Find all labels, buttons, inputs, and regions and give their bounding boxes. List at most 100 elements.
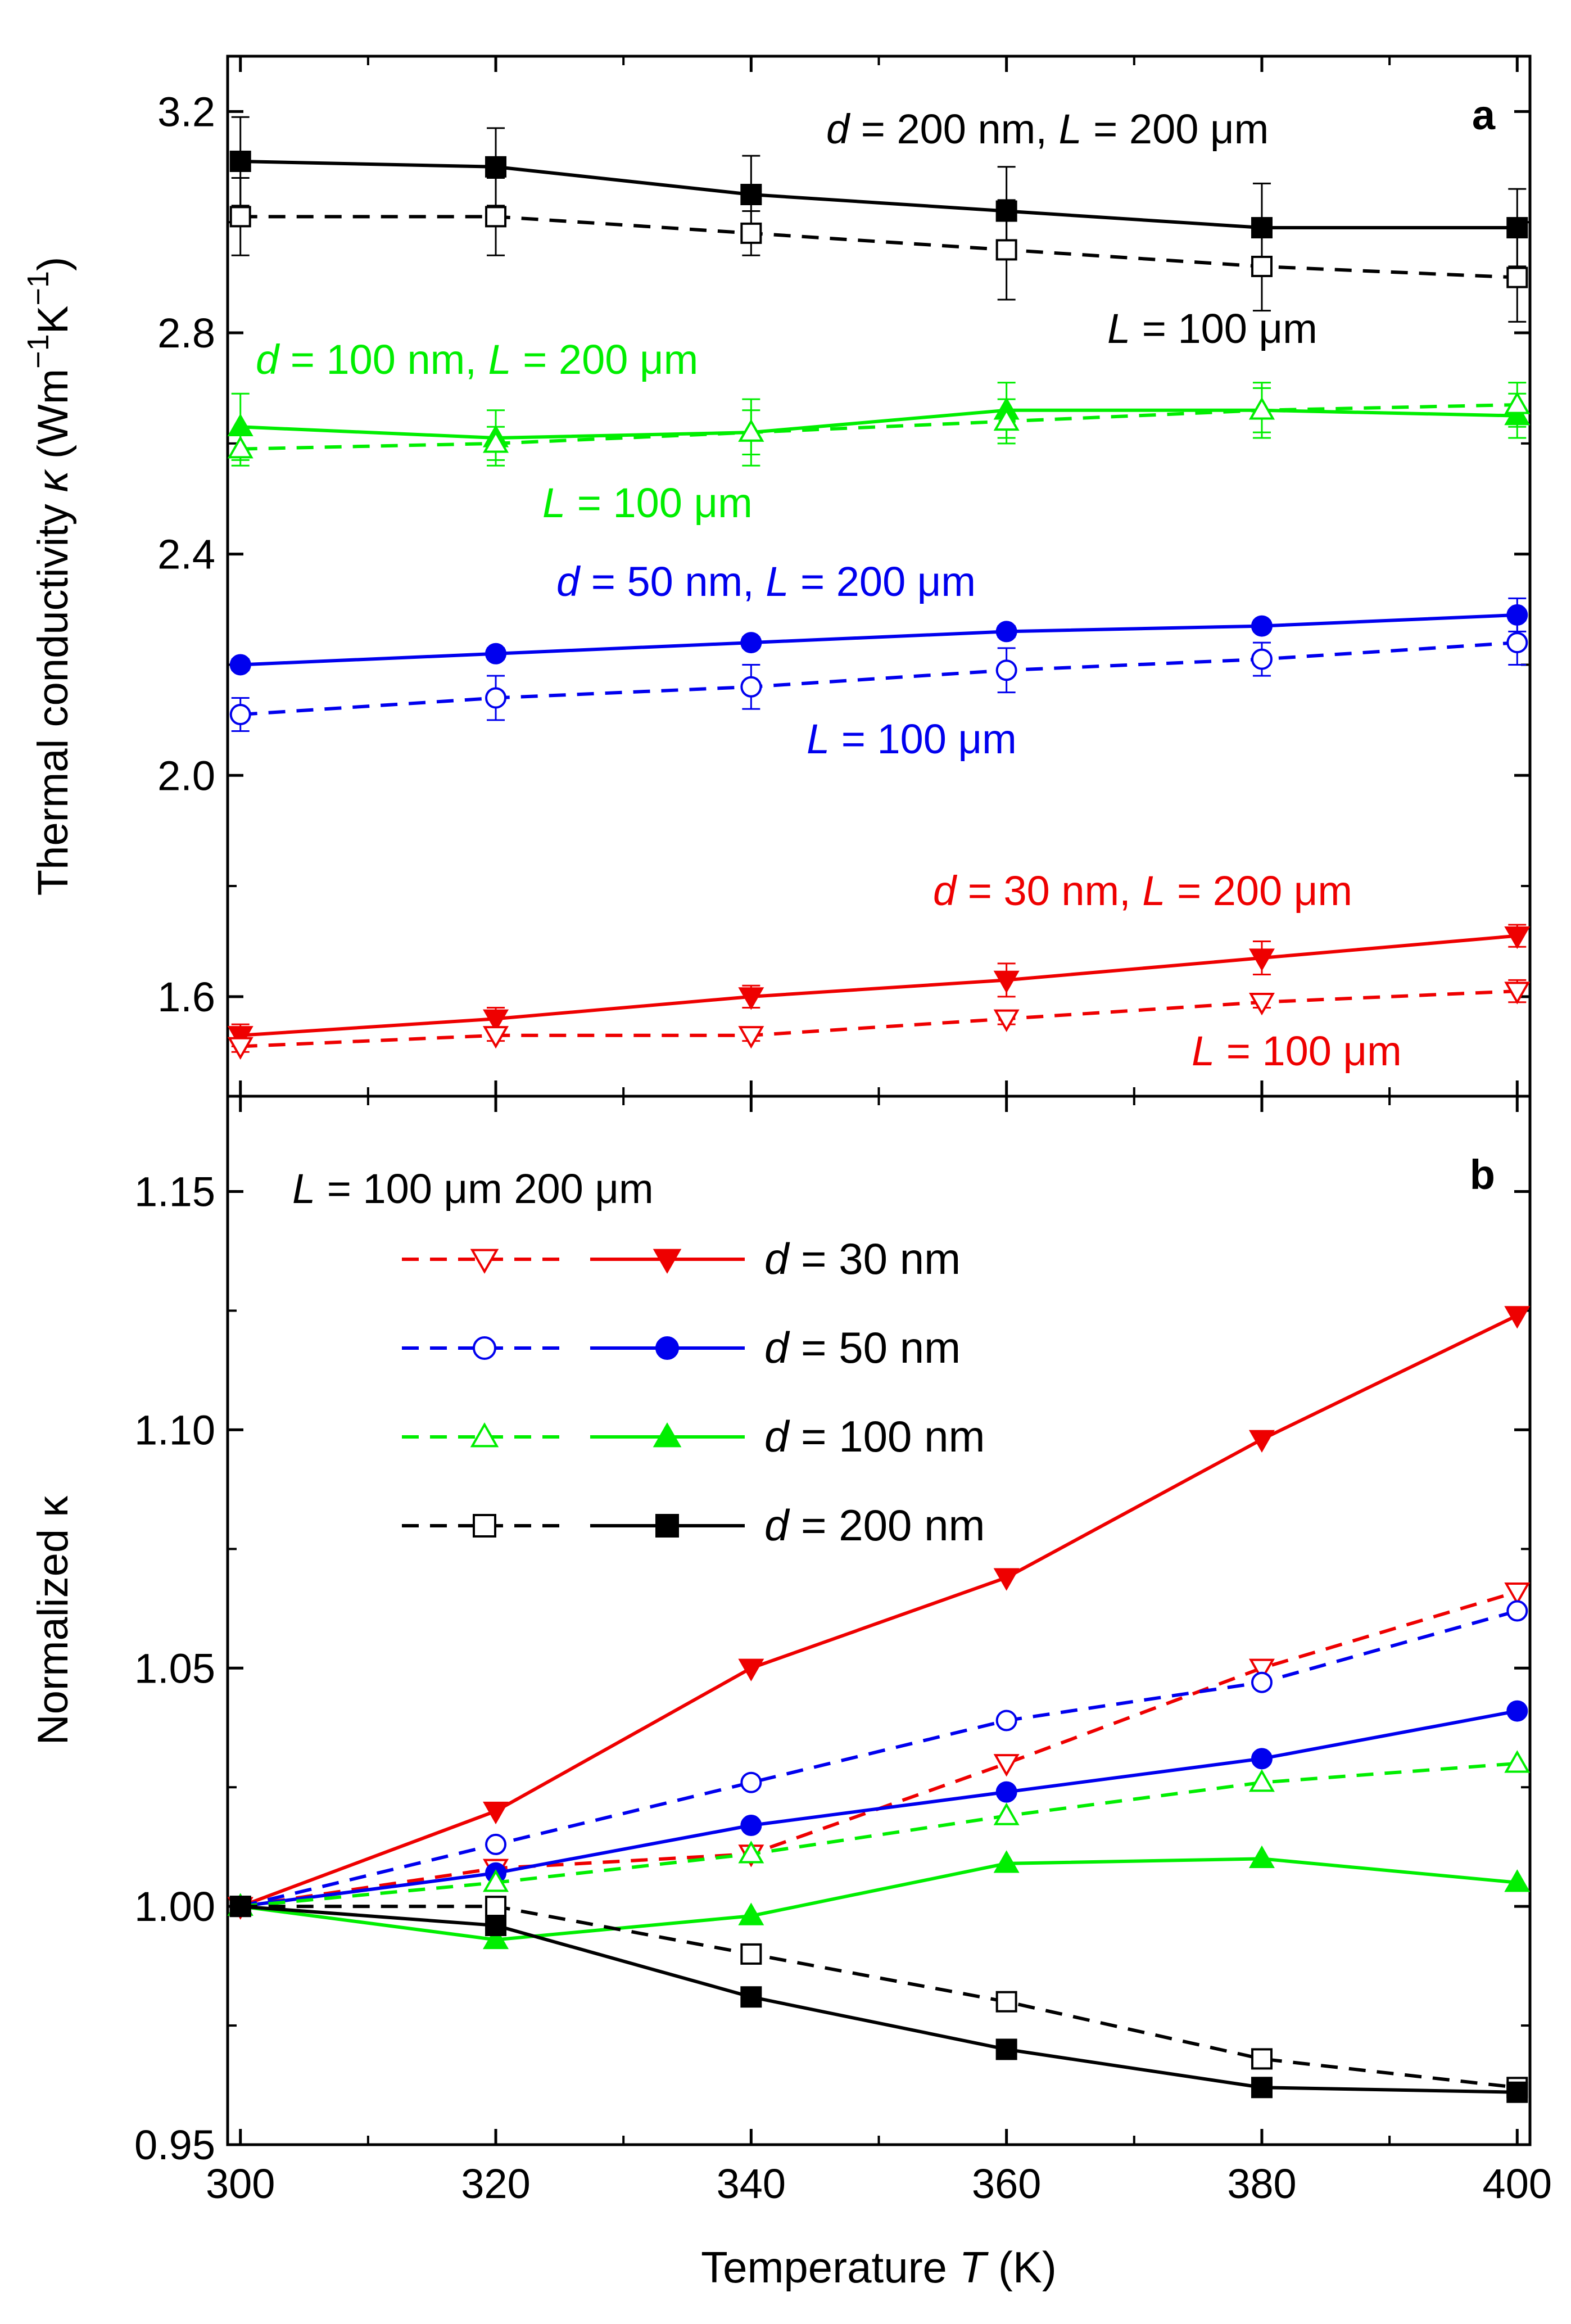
panel-label-b: b — [1470, 1151, 1495, 1198]
series-annotation: d = 100 nm, L = 200 μm — [256, 336, 698, 383]
y-label-unit: (Wm — [29, 369, 77, 471]
legend-marker-filled — [655, 1514, 679, 1538]
series-line-b-4 — [240, 1761, 1518, 1909]
annotation-L-value: = 100 μm — [1130, 305, 1318, 352]
data-point-a — [227, 1026, 253, 1049]
data-point-a — [229, 150, 251, 172]
annotation-d-value: = 100 nm, — [279, 336, 488, 383]
data-point-a — [227, 436, 253, 459]
data-point-a — [738, 419, 764, 442]
data-point-b — [993, 1568, 1020, 1591]
data-point-a — [740, 222, 762, 244]
data-point-b — [1504, 1582, 1531, 1606]
y-tick-label-b: 1.10 — [134, 1407, 215, 1453]
legend-label-value: = 200 nm — [789, 1500, 985, 1550]
series-annotation: L = 100 μm — [1107, 305, 1318, 352]
series-line-a-4 — [240, 613, 1518, 667]
legend-label-d: d — [764, 1234, 790, 1283]
annotation-d-value: = 30 nm, — [956, 867, 1142, 914]
annotation-L: L — [766, 558, 789, 605]
data-point-a — [1248, 948, 1275, 971]
data-point-b — [485, 1833, 507, 1855]
series-line-b-1 — [239, 1314, 1518, 1908]
annotation-L: L — [1142, 867, 1165, 914]
series-annotation: L = 100 μm — [542, 480, 753, 526]
y-tick-label-a: 2.4 — [157, 531, 215, 578]
legend-label: d = 50 nm — [764, 1323, 961, 1372]
annotation-L: L — [1192, 1028, 1215, 1074]
legend-label-value: = 30 nm — [789, 1234, 961, 1283]
data-point-a — [995, 659, 1017, 681]
data-point-b — [1248, 1845, 1275, 1869]
series-line-b-5 — [240, 1857, 1518, 1942]
legend-marker-filled — [655, 1336, 679, 1360]
data-point-b — [738, 1841, 764, 1864]
legend-header-200: 200 μm — [502, 1165, 654, 1212]
annotation-d: d — [556, 558, 581, 605]
panel-label-a: a — [1472, 92, 1496, 138]
annotation-L: L — [1107, 305, 1130, 352]
data-point-b — [993, 1850, 1020, 1873]
data-point-b — [740, 1815, 762, 1837]
x-label-text: Temperature — [701, 2242, 959, 2292]
data-point-b — [995, 1781, 1017, 1803]
data-point-b — [1506, 1600, 1528, 1622]
annotation-L-value: = 200 μm — [1165, 867, 1352, 914]
legend-label-d: d — [764, 1412, 790, 1461]
data-point-b — [485, 1915, 507, 1937]
data-point-a — [738, 1026, 764, 1049]
data-point-a — [485, 156, 507, 178]
panel-a: 1.6 2.0 2.4 2.8 3.2 a Thermal conductivity κ (… — [21, 55, 1532, 1098]
data-point-b — [740, 1943, 762, 1965]
data-point-b — [993, 1754, 1020, 1777]
series-line-b-2 — [240, 1609, 1518, 1909]
data-point-b — [995, 2038, 1017, 2060]
data-point-b — [1504, 1869, 1531, 1892]
data-point-a — [1251, 615, 1273, 637]
series-annotation: L = 100 μm — [807, 716, 1017, 762]
annotation-L: L — [542, 480, 565, 526]
legend-header: L = 100 μm 200 μm — [292, 1165, 654, 1212]
legend-marker-filled — [653, 1249, 682, 1274]
data-point-a — [1506, 266, 1528, 288]
legend-label-d: d — [764, 1500, 790, 1550]
data-point-a — [485, 643, 507, 664]
x-tick-label: 400 — [1483, 2160, 1552, 2207]
data-point-b — [740, 1771, 762, 1793]
data-point-b — [483, 1801, 509, 1825]
y-label-sup: −1 — [21, 334, 55, 369]
data-point-b — [483, 1926, 509, 1950]
series-line-a-6 — [240, 934, 1518, 1037]
series-annotation: d = 30 nm, L = 200 μm — [933, 867, 1352, 914]
legend-label-d: d — [764, 1323, 790, 1372]
data-point-a — [483, 1009, 509, 1032]
data-point-a — [993, 408, 1020, 431]
data-point-a — [1251, 255, 1273, 277]
legend-marker-open — [473, 1336, 496, 1360]
data-point-a — [995, 239, 1017, 261]
annotation-L-value: = 200 μm — [511, 336, 699, 383]
data-point-a — [483, 1026, 509, 1049]
data-point-a — [229, 704, 251, 726]
annotation-L-value: = 100 μm — [565, 480, 753, 526]
data-point-b — [1248, 1430, 1275, 1453]
y-label-close: ) — [29, 257, 77, 271]
annotation-L: L — [1058, 106, 1081, 152]
data-point-b — [995, 1710, 1017, 1731]
data-point-a — [483, 430, 509, 453]
legend-marker-open — [470, 1249, 499, 1274]
legend-label: d = 30 nm — [764, 1234, 961, 1283]
series-line-b-7 — [240, 1905, 1518, 2094]
x-tick-label: 380 — [1227, 2160, 1296, 2207]
data-point-a — [1248, 397, 1275, 420]
y-tick-label-a: 3.2 — [157, 88, 215, 135]
data-point-a — [738, 987, 764, 1010]
y-tick-label-b: 0.95 — [134, 2122, 215, 2168]
series-annotation: L = 100 μm — [1192, 1028, 1402, 1074]
data-point-b — [993, 1802, 1020, 1825]
y-tick-label-b: 1.00 — [134, 1883, 215, 1930]
legend-label: d = 100 nm — [764, 1412, 985, 1461]
annotation-L-value: = 100 μm — [1215, 1028, 1402, 1074]
series-annotation: d = 50 nm, L = 200 μm — [556, 558, 976, 605]
